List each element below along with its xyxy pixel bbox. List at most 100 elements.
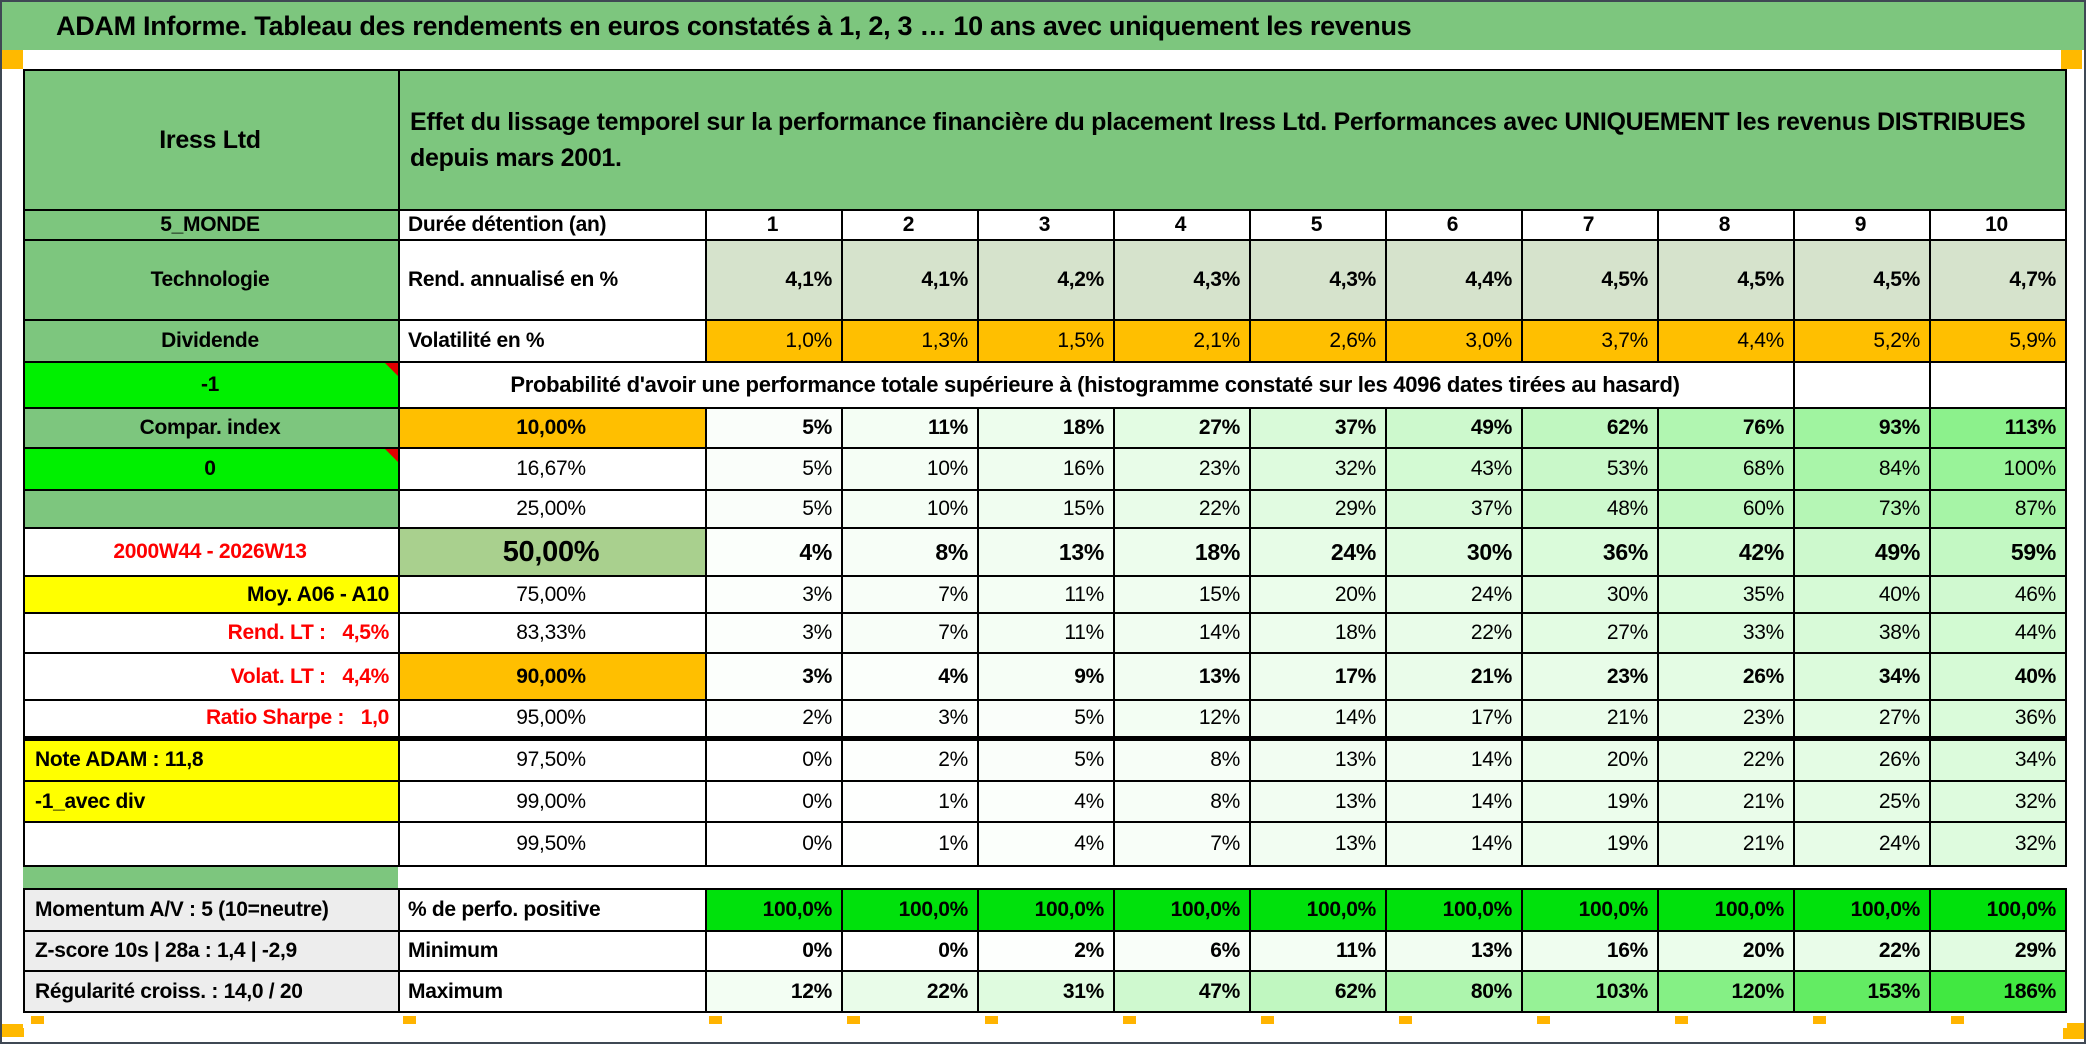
stats-label-cell-1[interactable]: Z-score 10s | 28a : 1,4 | -2,9	[23, 930, 400, 972]
main-value-cell-r7-c2[interactable]: 7%	[841, 575, 979, 614]
main-value-cell-r5-c4[interactable]: 22%	[1113, 489, 1251, 529]
main-value-cell-r10-c3[interactable]: 5%	[977, 699, 1115, 741]
main-value-cell-r4-c3[interactable]: 16%	[977, 447, 1115, 491]
main-metric-cell-9[interactable]: 90,00%	[398, 652, 707, 701]
main-value-cell-r11-c3[interactable]: 5%	[977, 737, 1115, 782]
main-value-cell-r5-c6[interactable]: 37%	[1385, 489, 1523, 529]
main-value-cell-r1-c2[interactable]: 1,3%	[841, 319, 979, 363]
main-value-cell-r8-c7[interactable]: 27%	[1521, 612, 1659, 654]
main-value-cell-r9-c8[interactable]: 26%	[1657, 652, 1795, 701]
main-value-cell-r11-c5[interactable]: 13%	[1249, 737, 1387, 782]
main-value-cell-r11-c9[interactable]: 26%	[1793, 737, 1931, 782]
main-value-cell-r9-c3[interactable]: 9%	[977, 652, 1115, 701]
main-value-cell-r8-c6[interactable]: 22%	[1385, 612, 1523, 654]
main-value-cell-r12-c9[interactable]: 25%	[1793, 780, 1931, 823]
stats-value-cell-r2-c8[interactable]: 120%	[1657, 970, 1795, 1013]
main-value-cell-r1-c5[interactable]: 2,6%	[1249, 319, 1387, 363]
main-empty-cell-10[interactable]	[1928, 361, 2068, 409]
stats-value-cell-r1-c9[interactable]: 22%	[1793, 930, 1931, 972]
main-empty-cell-9[interactable]	[1793, 361, 1931, 409]
main-value-cell-r0-c2[interactable]: 4,1%	[841, 239, 979, 321]
main-label-cell-4[interactable]: 0	[23, 447, 400, 491]
year-header-cell-4[interactable]: 4	[1113, 209, 1251, 241]
main-value-cell-r10-c9[interactable]: 27%	[1793, 699, 1931, 741]
main-value-cell-r8-c10[interactable]: 44%	[1928, 612, 2068, 654]
stats-value-cell-r0-c10[interactable]: 100,0%	[1929, 888, 2067, 932]
main-metric-cell-10[interactable]: 95,00%	[398, 699, 707, 741]
main-value-cell-r1-c8[interactable]: 4,4%	[1657, 319, 1795, 363]
stats-value-cell-r1-c2[interactable]: 0%	[841, 930, 979, 972]
main-value-cell-r1-c6[interactable]: 3,0%	[1385, 319, 1523, 363]
main-value-cell-r5-c1[interactable]: 5%	[705, 489, 843, 529]
stats-value-cell-r2-c2[interactable]: 22%	[841, 970, 979, 1013]
main-value-cell-r7-c1[interactable]: 3%	[705, 575, 843, 614]
main-value-cell-r11-c7[interactable]: 20%	[1521, 737, 1659, 782]
main-value-cell-r1-c7[interactable]: 3,7%	[1521, 319, 1659, 363]
main-metric-cell-1[interactable]: Volatilité en %	[398, 319, 707, 363]
main-value-cell-r12-c3[interactable]: 4%	[977, 780, 1115, 823]
main-value-cell-r10-c6[interactable]: 17%	[1385, 699, 1523, 741]
main-value-cell-r12-c1[interactable]: 0%	[705, 780, 843, 823]
main-value-cell-r12-c7[interactable]: 19%	[1521, 780, 1659, 823]
main-value-cell-r13-c8[interactable]: 21%	[1657, 821, 1795, 867]
main-value-cell-r13-c5[interactable]: 13%	[1249, 821, 1387, 867]
main-value-cell-r3-c2[interactable]: 11%	[841, 407, 979, 449]
main-label-cell-10[interactable]: Ratio Sharpe : 1,0	[23, 699, 400, 741]
stats-value-cell-r0-c7[interactable]: 100,0%	[1521, 888, 1659, 932]
main-label-cell-5[interactable]	[23, 489, 400, 529]
main-value-cell-r7-c8[interactable]: 35%	[1657, 575, 1795, 614]
main-metric-cell-0[interactable]: Rend. annualisé en %	[398, 239, 707, 321]
stats-value-cell-r2-c7[interactable]: 103%	[1521, 970, 1659, 1013]
main-label-cell-12[interactable]: -1_avec div	[23, 780, 400, 823]
main-label-cell-3[interactable]: Compar. index	[23, 407, 400, 449]
main-value-cell-r13-c9[interactable]: 24%	[1793, 821, 1931, 867]
main-metric-cell-6[interactable]: 50,00%	[398, 527, 707, 577]
stats-label-cell-0[interactable]: Momentum A/V : 5 (10=neutre)	[23, 888, 400, 932]
stats-value-cell-r2-c5[interactable]: 62%	[1249, 970, 1387, 1013]
main-value-cell-r3-c6[interactable]: 49%	[1385, 407, 1523, 449]
main-value-cell-r0-c7[interactable]: 4,5%	[1521, 239, 1659, 321]
main-value-cell-r6-c3[interactable]: 13%	[977, 527, 1115, 577]
main-value-cell-r4-c2[interactable]: 10%	[841, 447, 979, 491]
main-value-cell-r6-c4[interactable]: 18%	[1113, 527, 1251, 577]
main-value-cell-r4-c8[interactable]: 68%	[1657, 447, 1795, 491]
main-value-cell-r4-c5[interactable]: 32%	[1249, 447, 1387, 491]
stats-value-cell-r2-c9[interactable]: 153%	[1793, 970, 1931, 1013]
main-value-cell-r5-c5[interactable]: 29%	[1249, 489, 1387, 529]
stats-value-cell-r0-c5[interactable]: 100,0%	[1249, 888, 1387, 932]
main-value-cell-r3-c10[interactable]: 113%	[1928, 407, 2068, 449]
year-header-cell-8[interactable]: 8	[1657, 209, 1795, 241]
main-metric-cell-11[interactable]: 97,50%	[398, 737, 707, 782]
main-value-cell-r13-c1[interactable]: 0%	[705, 821, 843, 867]
main-value-cell-r5-c9[interactable]: 73%	[1793, 489, 1931, 529]
main-value-cell-r1-c4[interactable]: 2,1%	[1113, 319, 1251, 363]
stats-value-cell-r2-c6[interactable]: 80%	[1385, 970, 1523, 1013]
main-value-cell-r4-c1[interactable]: 5%	[705, 447, 843, 491]
stats-value-cell-r2-c10[interactable]: 186%	[1929, 970, 2067, 1013]
main-label-cell-9[interactable]: Volat. LT : 4,4%	[23, 652, 400, 701]
main-value-cell-r13-c7[interactable]: 19%	[1521, 821, 1659, 867]
main-value-cell-r5-c8[interactable]: 60%	[1657, 489, 1795, 529]
main-label-cell-2[interactable]: -1	[23, 361, 400, 409]
year-header-cell-1[interactable]: 1	[705, 209, 843, 241]
main-metric-cell-7[interactable]: 75,00%	[398, 575, 707, 614]
main-value-cell-r5-c7[interactable]: 48%	[1521, 489, 1659, 529]
gap-green-cell[interactable]	[23, 867, 398, 888]
main-value-cell-r3-c9[interactable]: 93%	[1793, 407, 1931, 449]
main-label-cell-11[interactable]: Note ADAM : 11,8	[23, 737, 400, 782]
main-value-cell-r12-c10[interactable]: 32%	[1928, 780, 2068, 823]
main-value-cell-r6-c6[interactable]: 30%	[1385, 527, 1523, 577]
main-label-cell-7[interactable]: Moy. A06 - A10	[23, 575, 400, 614]
main-value-cell-r6-c9[interactable]: 49%	[1793, 527, 1931, 577]
main-value-cell-r12-c8[interactable]: 21%	[1657, 780, 1795, 823]
main-value-cell-r12-c5[interactable]: 13%	[1249, 780, 1387, 823]
description-cell[interactable]: Effet du lissage temporel sur la perform…	[397, 69, 2068, 211]
stats-value-cell-r0-c8[interactable]: 100,0%	[1657, 888, 1795, 932]
main-value-cell-r8-c8[interactable]: 33%	[1657, 612, 1795, 654]
main-metric-cell-4[interactable]: 16,67%	[398, 447, 707, 491]
main-value-cell-r6-c8[interactable]: 42%	[1657, 527, 1795, 577]
stats-value-cell-r0-c3[interactable]: 100,0%	[977, 888, 1115, 932]
stats-metric-cell-2[interactable]: Maximum	[398, 970, 707, 1013]
main-value-cell-r8-c9[interactable]: 38%	[1793, 612, 1931, 654]
main-value-cell-r7-c9[interactable]: 40%	[1793, 575, 1931, 614]
